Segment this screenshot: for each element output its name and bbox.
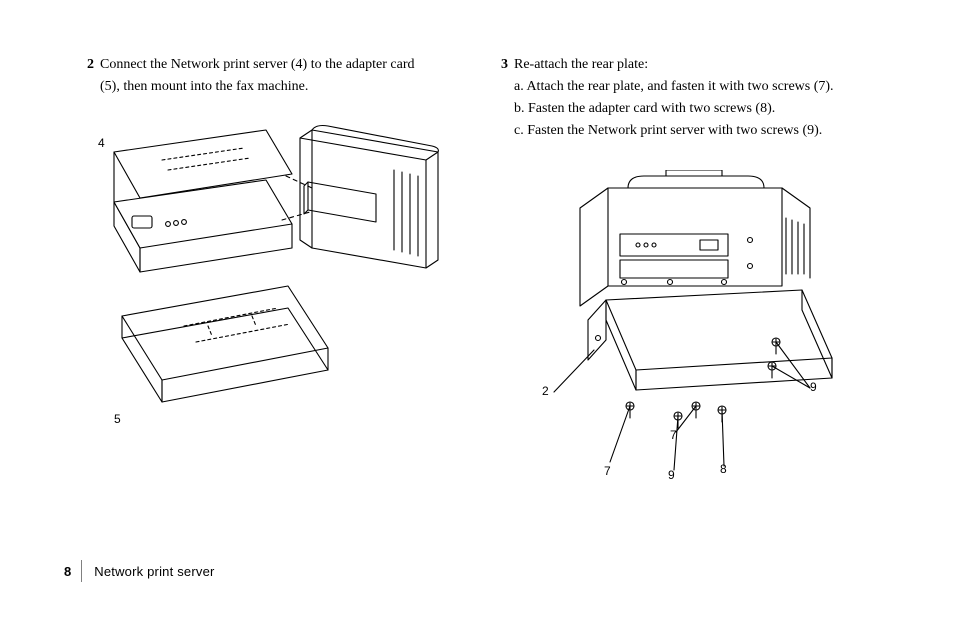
step-2-line-2: (5), then mount into the fax machine.: [100, 78, 415, 97]
machine-rear-body: [580, 170, 810, 306]
step-3-sub-b: b. Fasten the adapter card with two scre…: [514, 100, 834, 119]
step-3-number: 3: [490, 56, 508, 75]
left-column: 2 Connect the Network print server (4) t…: [76, 56, 466, 100]
manual-page: 2 Connect the Network print server (4) t…: [0, 0, 954, 618]
footer-title: Network print server: [94, 564, 214, 579]
step-3-sub-c: c. Fasten the Network print server with …: [514, 122, 834, 141]
page-number: 8: [64, 564, 71, 579]
page-footer: 8 Network print server: [64, 560, 215, 582]
callout-9b: 9: [810, 380, 817, 394]
step-2: 2 Connect the Network print server (4) t…: [76, 56, 466, 100]
callout-8: 8: [720, 462, 727, 476]
adapter-card-tray: [122, 286, 328, 402]
callout-7b: 7: [670, 428, 677, 442]
callout-4: 4: [98, 136, 105, 150]
step-3: 3 Re-attach the rear plate: a. Attach th…: [490, 56, 880, 144]
step-3-body: Re-attach the rear plate: a. Attach the …: [514, 56, 834, 144]
figure-step-2: 4 5: [76, 116, 466, 436]
rear-plate-diagram: [510, 170, 890, 490]
step-3-line-1: Re-attach the rear plate:: [514, 56, 834, 75]
step-2-body: Connect the Network print server (4) to …: [100, 56, 415, 100]
rear-plate: [588, 290, 832, 390]
print-server-module: [114, 130, 292, 272]
step-2-line-1: Connect the Network print server (4) to …: [100, 56, 415, 75]
callout-5: 5: [114, 412, 121, 426]
fax-machine-body: [300, 126, 438, 269]
callout-9a: 9: [668, 468, 675, 482]
callout-7a: 7: [604, 464, 611, 478]
step-2-number: 2: [76, 56, 94, 75]
step-3-sub-a: a. Attach the rear plate, and fasten it …: [514, 78, 834, 97]
footer-divider: [81, 560, 82, 582]
figure-step-3: 2 7 7 8 9 9: [510, 170, 890, 490]
right-column: 3 Re-attach the rear plate: a. Attach th…: [490, 56, 880, 144]
callout-2: 2: [542, 384, 549, 398]
printserver-assembly-diagram: [76, 116, 466, 436]
